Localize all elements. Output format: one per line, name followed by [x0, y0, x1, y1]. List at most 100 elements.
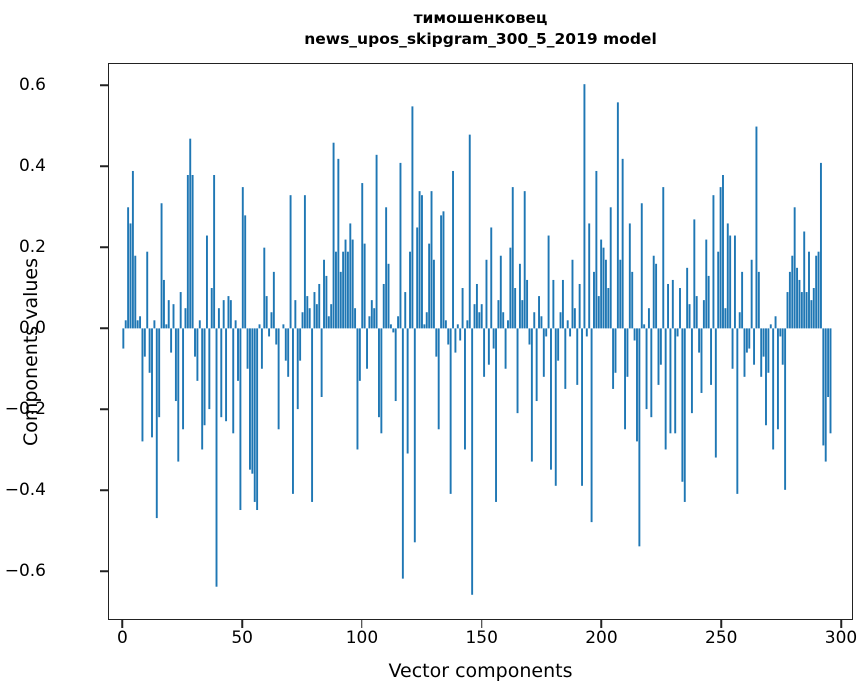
bar — [363, 243, 366, 329]
y-tick-label: −0.4 — [4, 480, 46, 501]
bar — [265, 296, 268, 329]
bar — [518, 263, 521, 329]
bar — [151, 328, 153, 438]
bar — [552, 279, 555, 329]
bar — [141, 328, 144, 442]
bar — [690, 328, 693, 414]
bar — [229, 300, 232, 329]
bar — [358, 328, 361, 381]
bar — [726, 223, 729, 329]
bar — [337, 158, 340, 329]
bar — [165, 324, 168, 329]
x-tick-mark — [121, 620, 124, 628]
bar — [619, 259, 622, 329]
bar — [710, 328, 713, 385]
bar — [392, 328, 395, 333]
bar — [547, 235, 550, 329]
x-tick-mark — [600, 620, 603, 628]
bar — [480, 304, 483, 329]
bar — [604, 259, 607, 329]
bar — [449, 328, 452, 494]
chart-title: тимошенковец news_upos_skipgram_300_5_20… — [108, 8, 853, 50]
bar — [779, 328, 782, 337]
bar — [311, 328, 314, 502]
bar — [717, 251, 720, 329]
bar — [182, 328, 185, 430]
bar — [707, 275, 710, 329]
bar — [566, 320, 569, 329]
bar — [733, 235, 736, 329]
bar — [296, 328, 299, 410]
bar — [621, 158, 624, 329]
bar — [600, 239, 603, 329]
bar — [464, 328, 466, 450]
bar — [664, 328, 667, 450]
y-tick-mark — [100, 408, 108, 411]
bar — [205, 235, 208, 329]
bar — [409, 251, 411, 329]
bar — [404, 292, 407, 329]
bar — [810, 300, 813, 329]
bar — [540, 316, 543, 329]
bar — [153, 320, 156, 329]
bar — [588, 223, 591, 329]
bar — [626, 328, 629, 377]
bar — [127, 207, 130, 329]
x-tick-mark — [361, 620, 363, 628]
bar — [597, 296, 600, 329]
bar — [760, 328, 763, 377]
bar — [299, 328, 302, 361]
bar — [616, 102, 619, 329]
bar — [174, 328, 177, 402]
bar — [743, 328, 746, 377]
bar — [576, 328, 579, 385]
bar — [378, 328, 380, 418]
bar — [366, 328, 368, 369]
bar — [284, 328, 287, 361]
bar — [466, 320, 469, 329]
bar — [444, 320, 447, 329]
bar — [122, 328, 125, 349]
bar — [220, 328, 223, 418]
bar — [370, 300, 373, 329]
bar — [368, 316, 371, 329]
bar — [499, 255, 502, 329]
bar — [762, 328, 765, 357]
bar — [504, 328, 507, 369]
bar — [131, 170, 134, 329]
bar — [397, 316, 400, 329]
bar — [184, 308, 187, 329]
bar — [516, 328, 519, 414]
bar — [471, 328, 474, 595]
bar — [671, 279, 674, 329]
bar — [339, 271, 342, 329]
bar — [139, 316, 142, 329]
bar — [523, 191, 526, 329]
bar — [564, 328, 567, 389]
bar — [344, 239, 347, 329]
y-tick-mark — [100, 165, 108, 168]
x-tick-mark — [840, 620, 842, 628]
bar — [798, 279, 801, 329]
bar — [428, 243, 431, 329]
bar — [246, 328, 249, 369]
bar — [796, 267, 799, 329]
bar — [158, 328, 161, 418]
bar — [320, 328, 323, 397]
bar — [318, 283, 321, 329]
bar — [738, 312, 741, 329]
y-tick-mark — [100, 570, 108, 573]
bar — [781, 328, 784, 365]
bar — [595, 170, 598, 329]
bar — [423, 324, 426, 329]
bar — [559, 312, 562, 329]
x-tick-label: 300 — [824, 628, 858, 648]
bar — [578, 283, 581, 329]
bar — [194, 328, 196, 357]
bar — [416, 227, 419, 329]
bar — [385, 207, 388, 329]
bar — [669, 328, 672, 434]
bar — [561, 279, 564, 329]
bar — [628, 223, 631, 329]
bar — [719, 187, 722, 329]
